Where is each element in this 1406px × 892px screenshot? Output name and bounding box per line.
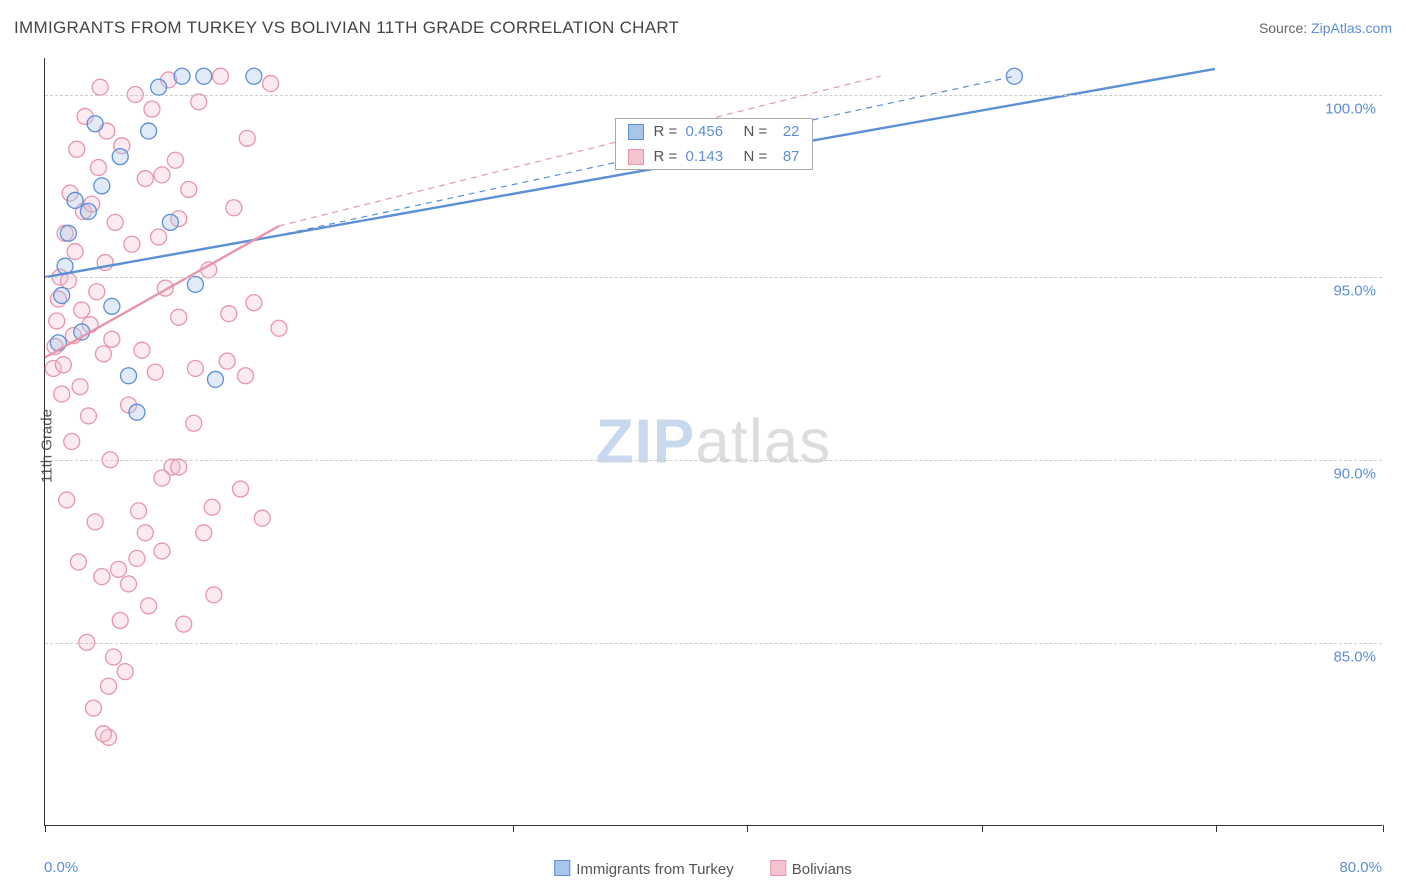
legend-swatch-bolivians (628, 149, 644, 165)
r-label: R = (654, 123, 686, 140)
legend-swatch-turkey (554, 860, 570, 876)
x-axis-end-label: 80.0% (1339, 859, 1382, 876)
gridline (45, 277, 1382, 278)
y-tick-label: 85.0% (1325, 649, 1376, 666)
y-tick-label: 100.0% (1317, 100, 1376, 117)
gridline (45, 460, 1382, 461)
n-value-bolivians: 87 (776, 148, 800, 165)
legend-item-bolivians: Bolivians (770, 860, 852, 878)
n-label: N = (744, 123, 776, 140)
legend-swatch-turkey (628, 124, 644, 140)
legend-swatch-bolivians (770, 860, 786, 876)
source-link[interactable]: ZipAtlas.com (1311, 20, 1392, 36)
x-tick (1383, 825, 1384, 832)
r-label: R = (654, 148, 686, 165)
chart-svg (45, 58, 1382, 825)
correlation-legend: R =0.456N =22R =0.143N =87 (615, 118, 813, 170)
series-legend: Immigrants from Turkey Bolivians (554, 860, 852, 878)
y-tick-label: 90.0% (1325, 466, 1376, 483)
n-value-turkey: 22 (776, 123, 800, 140)
gridline (45, 643, 1382, 644)
x-tick (1216, 825, 1217, 832)
x-tick (747, 825, 748, 832)
r-value-turkey: 0.456 (686, 123, 744, 140)
gridline (45, 95, 1382, 96)
x-tick (513, 825, 514, 832)
legend-label-turkey: Immigrants from Turkey (576, 861, 734, 878)
source-attribution: Source: ZipAtlas.com (1259, 20, 1392, 36)
legend-item-turkey: Immigrants from Turkey (554, 860, 734, 878)
plot-area: ZIPatlas R =0.456N =22R =0.143N =87 100.… (44, 58, 1382, 826)
chart-title: IMMIGRANTS FROM TURKEY VS BOLIVIAN 11TH … (14, 18, 679, 38)
y-tick-label: 95.0% (1325, 283, 1376, 300)
legend-row-turkey: R =0.456N =22 (616, 119, 812, 144)
r-value-bolivians: 0.143 (686, 148, 744, 165)
source-label: Source: (1259, 20, 1311, 36)
x-tick (45, 825, 46, 832)
x-axis-start-label: 0.0% (44, 859, 78, 876)
x-tick (982, 825, 983, 832)
n-label: N = (744, 148, 776, 165)
legend-label-bolivians: Bolivians (792, 861, 852, 878)
legend-row-bolivians: R =0.143N =87 (616, 144, 812, 169)
